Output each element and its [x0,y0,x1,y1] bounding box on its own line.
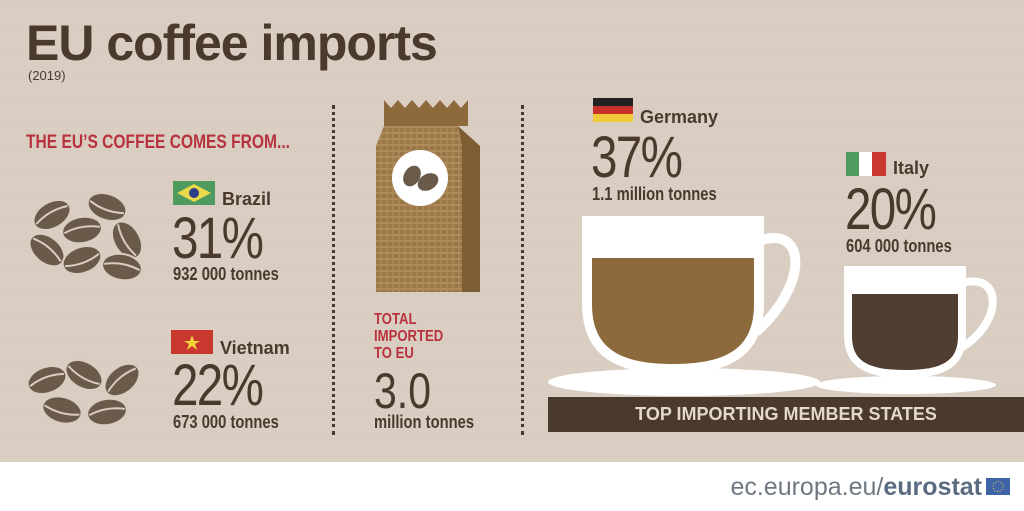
origins-heading-text: THE EU’S COFFEE COMES FROM... [26,132,291,153]
total-label-3: TO EU [374,345,414,362]
importer-percent: 20% [845,177,937,242]
vietnam-flag-icon [171,330,213,354]
importer-amount: 604 000 tonnes [846,236,952,256]
total-label-2: IMPORTED [374,328,444,345]
germany-coffee-cup-icon [548,216,820,396]
italy-coffee-cup-icon [816,266,997,394]
importer-percent: 37% [591,125,683,190]
origin-percent: 31% [172,206,264,271]
total-label-1: TOTAL [374,311,417,328]
germany-flag-icon [593,98,633,122]
coffee-bag-icon [376,100,480,292]
origin-country: Brazil [222,189,272,209]
brazil-flag-icon [173,181,215,205]
coffee-beans-icon [26,358,141,427]
origin-amount: 673 000 tonnes [173,412,279,432]
eu-flag-icon [986,478,1010,495]
importer-amount: 1.1 million tonnes [592,184,717,204]
year-label: (2019) [28,68,66,83]
divider [521,105,524,435]
divider [332,105,335,435]
eurostat-link[interactable]: ec.europa.eu/eurostat [730,473,982,502]
top-importers-bar: TOP IMPORTING MEMBER STATES [548,397,1024,432]
coffee-beans-icon [28,191,144,280]
infographic-panel: EU coffee imports (2019) THE EU’S COFFEE… [0,0,1024,462]
origin-country: Vietnam [220,338,290,358]
total-unit: million tonnes [374,412,475,432]
page-title: EU coffee imports [26,15,438,71]
origin-amount: 932 000 tonnes [173,264,279,284]
importer-country: Germany [640,107,719,127]
url-brand: eurostat [883,473,982,501]
importer-country: Italy [893,158,930,178]
url-domain: ec.europa.eu/ [730,473,884,501]
top-importers-label: TOP IMPORTING MEMBER STATES [635,404,937,424]
total-value: 3.0 [374,363,432,419]
origin-percent: 22% [172,353,264,418]
origins-heading: THE EU’S COFFEE COMES FROM... [26,132,348,154]
italy-flag-icon [846,152,886,176]
